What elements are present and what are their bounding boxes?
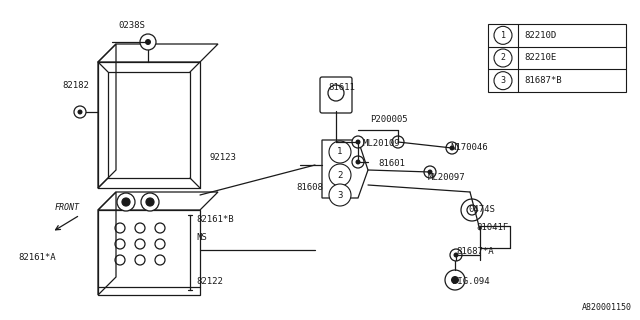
- Circle shape: [454, 252, 458, 258]
- Circle shape: [428, 170, 433, 174]
- Text: FIG.094: FIG.094: [452, 277, 490, 286]
- Circle shape: [445, 270, 465, 290]
- Circle shape: [122, 198, 130, 206]
- Circle shape: [355, 140, 360, 145]
- Circle shape: [77, 109, 83, 115]
- Text: 92123: 92123: [210, 154, 237, 163]
- Text: P200005: P200005: [370, 116, 408, 124]
- Circle shape: [467, 205, 477, 215]
- Text: N170046: N170046: [450, 143, 488, 153]
- Text: ML20097: ML20097: [428, 173, 466, 182]
- Text: 2: 2: [500, 53, 506, 62]
- Circle shape: [329, 184, 351, 206]
- Circle shape: [74, 106, 86, 118]
- Circle shape: [145, 39, 151, 45]
- Circle shape: [446, 142, 458, 154]
- Circle shape: [494, 49, 512, 67]
- Circle shape: [494, 26, 512, 44]
- Circle shape: [451, 276, 459, 284]
- Circle shape: [140, 34, 156, 50]
- Text: 82210D: 82210D: [524, 31, 556, 40]
- Circle shape: [146, 40, 150, 44]
- Text: 2: 2: [337, 171, 342, 180]
- Text: 82182: 82182: [62, 81, 89, 90]
- Text: 81611: 81611: [328, 84, 355, 92]
- Circle shape: [146, 198, 154, 206]
- Text: A820001150: A820001150: [582, 303, 632, 312]
- Text: 81601: 81601: [378, 158, 405, 167]
- Circle shape: [424, 166, 436, 178]
- Circle shape: [352, 156, 364, 168]
- Circle shape: [494, 72, 512, 90]
- Circle shape: [392, 136, 404, 148]
- Circle shape: [450, 249, 462, 261]
- Text: 81687*A: 81687*A: [456, 247, 493, 257]
- Text: 0474S: 0474S: [468, 205, 495, 214]
- Circle shape: [329, 141, 351, 163]
- Text: 3: 3: [337, 190, 342, 199]
- Text: 0238S: 0238S: [118, 21, 145, 30]
- Text: 81687*B: 81687*B: [524, 76, 562, 85]
- Circle shape: [396, 140, 401, 145]
- Text: 81608: 81608: [296, 183, 323, 193]
- FancyBboxPatch shape: [320, 77, 352, 113]
- Circle shape: [449, 146, 454, 150]
- Text: 1: 1: [500, 31, 506, 40]
- Text: ML20109: ML20109: [363, 139, 401, 148]
- Text: 82161*B: 82161*B: [196, 215, 234, 225]
- Circle shape: [117, 193, 135, 211]
- Circle shape: [352, 136, 364, 148]
- Text: FRONT: FRONT: [55, 204, 80, 212]
- Text: 81041F: 81041F: [476, 223, 508, 233]
- Text: 1: 1: [337, 148, 342, 156]
- Text: 82161*A: 82161*A: [18, 253, 56, 262]
- Text: 3: 3: [500, 76, 506, 85]
- Circle shape: [141, 193, 159, 211]
- Text: 82122: 82122: [196, 277, 223, 286]
- Text: NS: NS: [196, 234, 207, 243]
- Bar: [488, 24, 626, 92]
- Text: 82210E: 82210E: [524, 53, 556, 62]
- Circle shape: [355, 159, 360, 164]
- Circle shape: [329, 164, 351, 186]
